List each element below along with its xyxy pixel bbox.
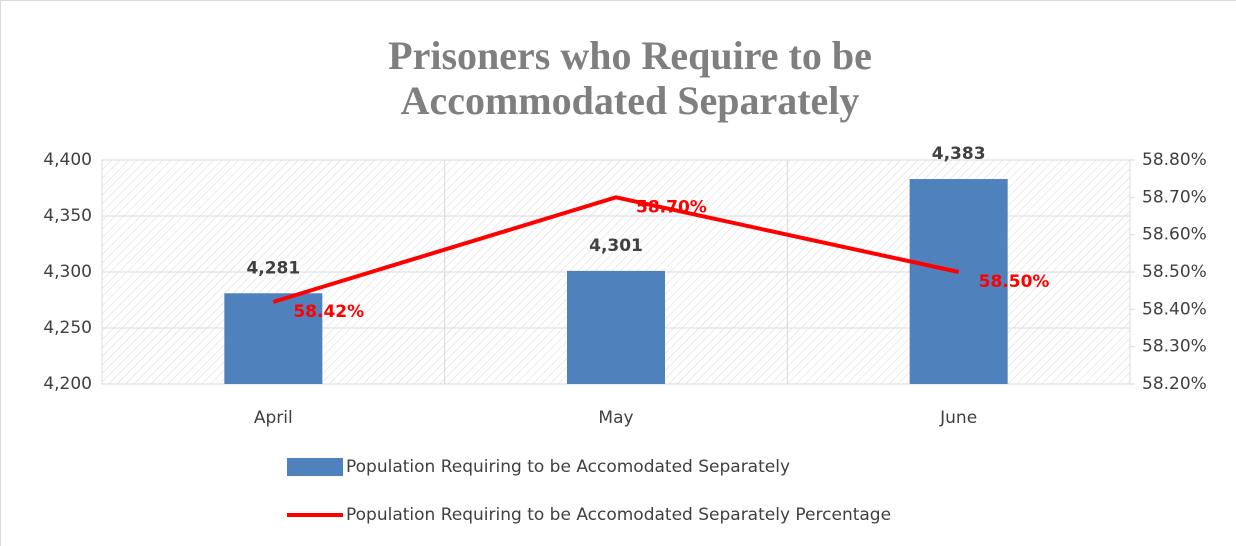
- legend-label: Population Requiring to be Accomodated S…: [346, 457, 790, 477]
- bar-value-label: 4,281: [246, 258, 300, 278]
- y2-tick-label: 58.40%: [1142, 299, 1207, 319]
- y-tick-label: 4,300: [43, 262, 92, 282]
- bar: [567, 270, 665, 384]
- chart-title: Prisoners who Require to be: [388, 33, 872, 78]
- legend-label: Population Requiring to be Accomodated S…: [346, 505, 891, 525]
- y2-tick-label: 58.30%: [1142, 337, 1207, 357]
- x-tick-label: April: [254, 408, 293, 428]
- line-value-label: 58.42%: [293, 302, 364, 322]
- y2-tick-label: 58.20%: [1142, 374, 1207, 394]
- y2-tick-label: 58.50%: [1142, 262, 1207, 282]
- y-tick-label: 4,200: [43, 374, 92, 394]
- x-tick-label: June: [939, 408, 977, 428]
- bar: [909, 179, 1008, 384]
- chart-title: Accommodated Separately: [401, 78, 860, 123]
- legend-swatch: [287, 458, 343, 476]
- y2-tick-label: 58.80%: [1142, 150, 1207, 170]
- y-tick-label: 4,350: [43, 206, 92, 226]
- y-tick-label: 4,250: [43, 318, 92, 338]
- bar-value-label: 4,301: [589, 236, 643, 256]
- line-value-label: 58.50%: [979, 272, 1050, 292]
- y-tick-label: 4,400: [43, 150, 92, 170]
- y2-tick-label: 58.60%: [1142, 225, 1207, 245]
- x-tick-label: May: [598, 408, 633, 428]
- y2-tick-label: 58.70%: [1142, 187, 1207, 207]
- line-value-label: 58.70%: [636, 197, 707, 217]
- bar-value-label: 4,383: [932, 144, 986, 164]
- line: [272, 195, 960, 304]
- bar: [224, 293, 323, 384]
